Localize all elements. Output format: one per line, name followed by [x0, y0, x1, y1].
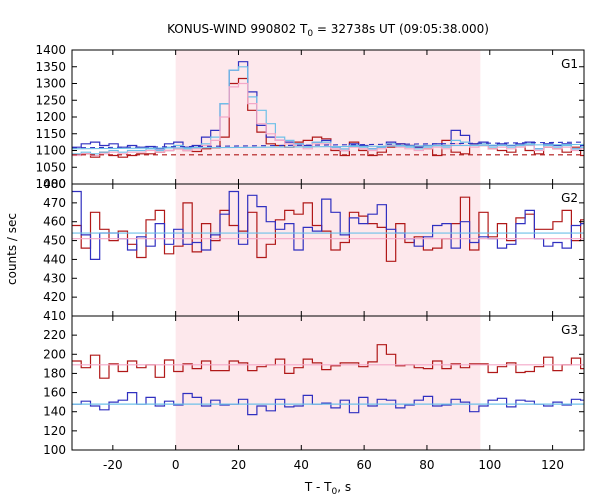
panel-label-g2: G2 — [561, 191, 578, 205]
y-tick-label: 1050 — [35, 160, 66, 174]
y-tick-label: 1400 — [35, 43, 66, 57]
x-tick-label: 0 — [172, 458, 180, 472]
y-tick-label: 410 — [43, 309, 66, 323]
x-tick-label: 20 — [231, 458, 246, 472]
y-tick-label: 180 — [43, 366, 66, 380]
reference-line-light-blue-g1 — [72, 143, 584, 150]
series-blue-g3 — [72, 392, 584, 416]
y-tick-label: 100 — [43, 443, 66, 457]
x-axis-label-rest: , s — [337, 480, 351, 494]
y-tick-label: 430 — [43, 271, 66, 285]
y-tick-label: 1100 — [35, 144, 66, 158]
y-tick-label: 160 — [43, 386, 66, 400]
y-tick-label: 1300 — [35, 77, 66, 91]
y-axis-label: counts / sec — [5, 213, 19, 285]
x-axis-label-main: T - T — [304, 480, 332, 494]
chart-title-rest: = 32738s UT (09:05:38.000) — [313, 22, 489, 36]
series-dark-red-g1 — [72, 77, 584, 158]
series-layer-g3 — [72, 344, 584, 416]
series-layer-g1 — [72, 61, 584, 158]
y-tick-label: 200 — [43, 347, 66, 361]
series-blue-g1 — [72, 61, 584, 152]
panel-label-g1: G1 — [561, 57, 578, 71]
x-tick-label: 80 — [419, 458, 434, 472]
x-axis-label: T - T0, s — [304, 480, 351, 497]
x-tick-label: 120 — [541, 458, 564, 472]
y-tick-label: 440 — [43, 252, 66, 266]
x-axis-label-subscript: 0 — [332, 487, 338, 497]
series-blue-g2 — [72, 190, 584, 260]
panel-label-g3: G3 — [561, 323, 578, 337]
chart-title-subscript: 0 — [307, 29, 313, 39]
series-layer-g2 — [72, 190, 584, 262]
chart-title: KONUS-WIND 990802 T0 = 32738s UT (09:05:… — [167, 22, 489, 39]
x-tick-label: -20 — [103, 458, 123, 472]
shaded-interval-g2 — [175, 184, 481, 316]
x-tick-label: 100 — [478, 458, 501, 472]
y-tick-label: 1150 — [35, 127, 66, 141]
y-tick-label: 220 — [43, 328, 66, 342]
panel-frame-g3 — [71, 315, 585, 451]
reference-line-blue-g1 — [72, 141, 584, 149]
y-tick-label: 140 — [43, 405, 66, 419]
y-tick-label: 120 — [43, 424, 66, 438]
y-tick-label: 1200 — [35, 110, 66, 124]
y-tick-label: 450 — [43, 234, 66, 248]
y-tick-label: 420 — [43, 290, 66, 304]
panels-group: 100010501100115012001250130013501400G141… — [35, 43, 585, 472]
series-pink-g1 — [72, 82, 584, 157]
y-tick-label: 460 — [43, 215, 66, 229]
y-tick-label: 470 — [43, 196, 66, 210]
y-tick-label: 480 — [43, 177, 66, 191]
y-tick-label: 1250 — [35, 93, 66, 107]
y-tick-label: 1000 — [35, 177, 66, 191]
chart-title-main: KONUS-WIND 990802 T — [167, 22, 308, 36]
x-tick-label: 60 — [356, 458, 371, 472]
shaded-interval-g3 — [175, 316, 481, 450]
y-tick-label: 1350 — [35, 60, 66, 74]
x-tick-label: 40 — [294, 458, 309, 472]
